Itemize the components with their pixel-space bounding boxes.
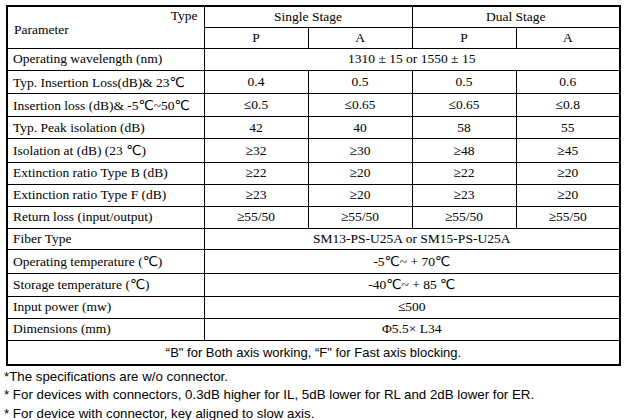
value-cell: ≥22 — [204, 162, 308, 184]
param-cell: Operating temperature (℃) — [7, 250, 204, 273]
param-cell: Insertion loss (dB)& -5℃~50℃ — [7, 94, 204, 117]
value-cell: SM13-PS-U25A or SM15-PS-U25A — [204, 228, 620, 250]
param-cell: Storage temperature (℃) — [7, 273, 204, 296]
value-cell: ≥20 — [516, 162, 620, 184]
value-cell: ≤0.65 — [308, 94, 412, 117]
value-cell: -5℃~ + 70℃ — [204, 250, 620, 273]
table-row: Isolation at (dB) (23 ℃) ≥32 ≥30 ≥48 ≥45 — [7, 139, 620, 162]
value-cell: 1310 ± 15 or 1550 ± 15 — [204, 49, 620, 71]
table-row: Operating wavelength (nm) 1310 ± 15 or 1… — [7, 49, 620, 71]
table-row: Input power (mw) ≤500 — [7, 296, 620, 318]
table-row: Extinction ratio Type B (dB) ≥22 ≥20 ≥22… — [7, 162, 620, 184]
value-cell: ≥55/50 — [412, 206, 516, 228]
subcol-single-p: P — [204, 28, 308, 49]
value-cell: ≥20 — [516, 184, 620, 206]
group-single-stage: Single Stage — [204, 6, 412, 28]
value-cell: ≥30 — [308, 139, 412, 162]
value-cell: -40℃~ + 85 ℃ — [204, 273, 620, 296]
param-cell: Extinction ratio Type B (dB) — [7, 162, 204, 184]
value-cell: ≥20 — [308, 184, 412, 206]
group-dual-stage: Dual Stage — [412, 6, 620, 28]
header-row-groups: Type Parameter Single Stage Dual Stage — [7, 6, 620, 28]
table-row: Operating temperature (℃) -5℃~ + 70℃ — [7, 250, 620, 273]
param-cell: Input power (mw) — [7, 296, 204, 318]
param-cell: Typ. Peak isolation (dB) — [7, 117, 204, 139]
table-row: Return loss (input/output) ≥55/50 ≥55/50… — [7, 206, 620, 228]
value-cell: 55 — [516, 117, 620, 139]
table-row: Fiber Type SM13-PS-U25A or SM15-PS-U25A — [7, 228, 620, 250]
param-cell: Return loss (input/output) — [7, 206, 204, 228]
param-cell: Dimensions (mm) — [7, 318, 204, 340]
subcol-single-a: A — [308, 28, 412, 49]
value-cell: ≥23 — [204, 184, 308, 206]
param-cell: Operating wavelength (nm) — [7, 49, 204, 71]
param-cell: Isolation at (dB) (23 ℃) — [7, 139, 204, 162]
param-cell: Fiber Type — [7, 228, 204, 250]
table-row: Storage temperature (℃) -40℃~ + 85 ℃ — [7, 273, 620, 296]
value-cell: ≥48 — [412, 139, 516, 162]
table-row: Dimensions (mm) Φ5.5× L34 — [7, 318, 620, 340]
table-row: Insertion loss (dB)& -5℃~50℃ ≤0.5 ≤0.65 … — [7, 94, 620, 117]
value-cell: ≥45 — [516, 139, 620, 162]
footnotes: *The specifications are w/o connector. *… — [4, 368, 534, 420]
subcol-dual-p: P — [412, 28, 516, 49]
spec-sheet: Type Parameter Single Stage Dual Stage P… — [0, 0, 625, 420]
value-cell: ≥22 — [412, 162, 516, 184]
type-label: Type — [171, 8, 198, 24]
axis-note: “B" for Both axis working, “F" for Fast … — [7, 341, 620, 366]
footnote-3: * For device with connector, key aligned… — [4, 405, 534, 420]
value-cell: ≥32 — [204, 139, 308, 162]
value-cell: 58 — [412, 117, 516, 139]
spec-table: Type Parameter Single Stage Dual Stage P… — [6, 5, 621, 366]
table-row: Extinction ratio Type F (dB) ≥23 ≥20 ≥23… — [7, 184, 620, 206]
param-cell: Typ. Insertion Loss(dB)& 23℃ — [7, 70, 204, 93]
value-cell: ≥20 — [308, 162, 412, 184]
value-cell: ≤0.65 — [412, 94, 516, 117]
subcol-dual-a: A — [516, 28, 620, 49]
value-cell: 40 — [308, 117, 412, 139]
value-cell: ≥55/50 — [308, 206, 412, 228]
value-cell: ≥23 — [412, 184, 516, 206]
value-cell: 42 — [204, 117, 308, 139]
table-row: Typ. Peak isolation (dB) 42 40 58 55 — [7, 117, 620, 139]
value-cell: ≤0.8 — [516, 94, 620, 117]
table-note-row: “B" for Both axis working, “F" for Fast … — [7, 341, 620, 366]
value-cell: ≤0.5 — [204, 94, 308, 117]
table-row: Typ. Insertion Loss(dB)& 23℃ 0.4 0.5 0.5… — [7, 70, 620, 93]
footnote-2: * For devices with connectors, 0.3dB hig… — [4, 386, 534, 404]
corner-cell: Type Parameter — [7, 6, 204, 49]
value-cell: 0.6 — [516, 70, 620, 93]
value-cell: 0.4 — [204, 70, 308, 93]
value-cell: Φ5.5× L34 — [204, 318, 620, 340]
param-cell: Extinction ratio Type F (dB) — [7, 184, 204, 206]
value-cell: 0.5 — [308, 70, 412, 93]
value-cell: ≥55/50 — [516, 206, 620, 228]
value-cell: ≤500 — [204, 296, 620, 318]
value-cell: 0.5 — [412, 70, 516, 93]
value-cell: ≥55/50 — [204, 206, 308, 228]
parameter-label: Parameter — [14, 22, 69, 38]
footnote-1: *The specifications are w/o connector. — [4, 368, 534, 386]
